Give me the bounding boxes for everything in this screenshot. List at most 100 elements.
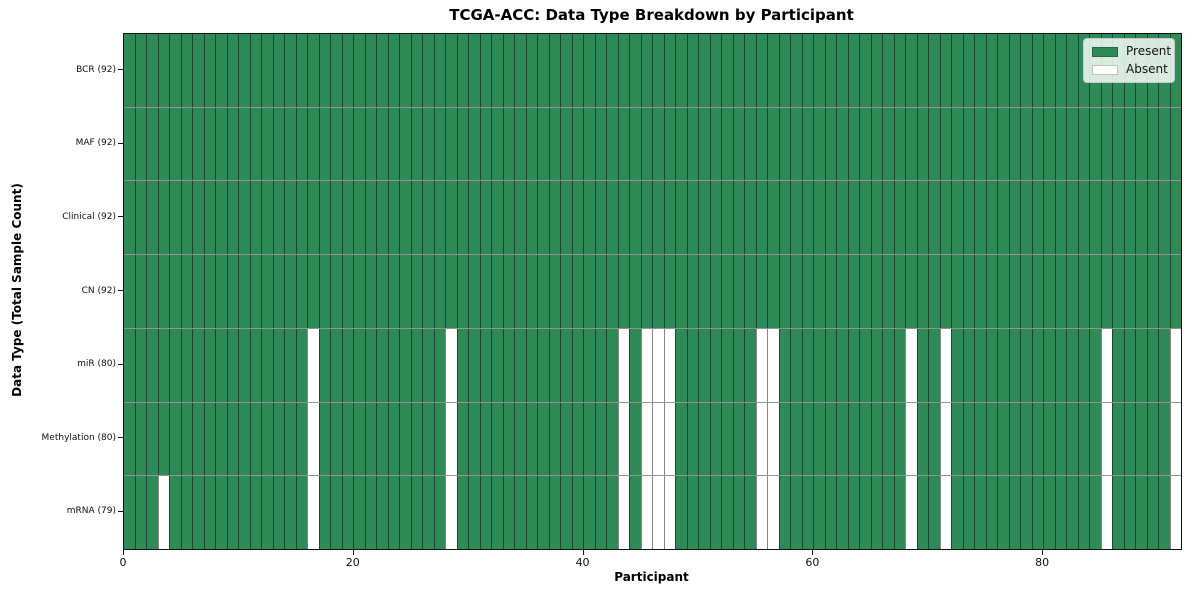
x-tick-mark	[812, 550, 814, 555]
cell-maf-10	[238, 107, 250, 181]
cell-cn-10	[238, 255, 250, 328]
cell-bcr-45	[640, 34, 652, 107]
cell-mrna-27	[433, 476, 445, 550]
cell-bcr-3	[157, 34, 169, 107]
cell-maf-49	[686, 107, 698, 181]
cell-maf-36	[537, 107, 549, 181]
cell-maf-38	[560, 107, 572, 181]
cell-maf-78	[1020, 107, 1032, 181]
cell-clinical-7	[203, 181, 215, 255]
cell-clinical-19	[341, 181, 353, 255]
cell-mrna-90	[1158, 476, 1170, 550]
cell-mir-81	[1054, 328, 1066, 402]
cell-mir-30	[468, 328, 480, 402]
cell-methylation-44	[629, 402, 641, 476]
cell-cn-80	[1043, 255, 1055, 328]
cell-cn-33	[502, 255, 514, 328]
cell-methylation-59	[801, 402, 813, 476]
cell-mir-63	[847, 328, 859, 402]
cell-bcr-8	[215, 34, 227, 107]
cell-bcr-59	[801, 34, 813, 107]
cell-methylation-55	[755, 402, 767, 476]
cell-bcr-11	[249, 34, 261, 107]
cell-mir-28	[445, 328, 457, 402]
cell-bcr-25	[410, 34, 422, 107]
cell-mir-62	[836, 328, 848, 402]
cell-mrna-35	[525, 476, 537, 550]
cell-methylation-80	[1043, 402, 1055, 476]
cell-methylation-1	[134, 402, 146, 476]
cell-mir-52	[721, 328, 733, 402]
cell-maf-66	[882, 107, 894, 181]
cell-clinical-77	[1008, 181, 1020, 255]
cell-cn-39	[571, 255, 583, 328]
cell-cn-44	[629, 255, 641, 328]
cell-bcr-50	[698, 34, 710, 107]
cell-clinical-32	[491, 181, 503, 255]
cell-clinical-22	[376, 181, 388, 255]
cell-bcr-74	[974, 34, 986, 107]
cell-mir-19	[341, 328, 353, 402]
cell-mir-34	[514, 328, 526, 402]
cell-clinical-61	[824, 181, 836, 255]
cell-maf-9	[226, 107, 238, 181]
cell-maf-91	[1169, 107, 1181, 181]
cell-mrna-36	[537, 476, 549, 550]
cell-cn-52	[721, 255, 733, 328]
cell-methylation-56	[767, 402, 779, 476]
cell-bcr-53	[732, 34, 744, 107]
cell-mrna-19	[341, 476, 353, 550]
cell-mir-79	[1031, 328, 1043, 402]
cell-clinical-74	[974, 181, 986, 255]
cell-maf-56	[767, 107, 779, 181]
cell-clinical-11	[249, 181, 261, 255]
cell-methylation-8	[215, 402, 227, 476]
cell-methylation-53	[732, 402, 744, 476]
cell-clinical-89	[1146, 181, 1158, 255]
cell-maf-85	[1100, 107, 1112, 181]
cell-maf-88	[1135, 107, 1147, 181]
cell-cn-1	[134, 255, 146, 328]
cell-mrna-62	[836, 476, 848, 550]
y-tick-label-methylation: Methylation (80)	[41, 432, 116, 443]
cell-bcr-72	[951, 34, 963, 107]
cell-methylation-33	[502, 402, 514, 476]
cell-mir-39	[571, 328, 583, 402]
cell-clinical-60	[813, 181, 825, 255]
cell-mrna-23	[387, 476, 399, 550]
cell-clinical-51	[709, 181, 721, 255]
cell-maf-87	[1123, 107, 1135, 181]
cell-maf-8	[215, 107, 227, 181]
cell-bcr-40	[583, 34, 595, 107]
cell-bcr-64	[859, 34, 871, 107]
cell-methylation-11	[249, 402, 261, 476]
cell-mir-66	[882, 328, 894, 402]
cell-cn-26	[422, 255, 434, 328]
cell-methylation-3	[157, 402, 169, 476]
cell-bcr-49	[686, 34, 698, 107]
cell-mrna-1	[134, 476, 146, 550]
cell-mrna-49	[686, 476, 698, 550]
cell-methylation-16	[307, 402, 319, 476]
cell-mir-74	[974, 328, 986, 402]
cell-maf-31	[479, 107, 491, 181]
cell-methylation-13	[272, 402, 284, 476]
cell-mir-83	[1077, 328, 1089, 402]
cell-bcr-32	[491, 34, 503, 107]
cell-cn-85	[1100, 255, 1112, 328]
cell-maf-16	[307, 107, 319, 181]
cell-mrna-18	[330, 476, 342, 550]
cell-maf-15	[295, 107, 307, 181]
cell-methylation-24	[399, 402, 411, 476]
cell-bcr-63	[847, 34, 859, 107]
cell-cn-76	[997, 255, 1009, 328]
cell-mir-90	[1158, 328, 1170, 402]
cell-bcr-41	[594, 34, 606, 107]
cell-cn-62	[836, 255, 848, 328]
x-tick-label-80: 80	[1035, 556, 1050, 569]
cell-clinical-5	[180, 181, 192, 255]
cell-mir-21	[364, 328, 376, 402]
cell-methylation-77	[1008, 402, 1020, 476]
cell-cn-82	[1066, 255, 1078, 328]
cell-mrna-32	[491, 476, 503, 550]
